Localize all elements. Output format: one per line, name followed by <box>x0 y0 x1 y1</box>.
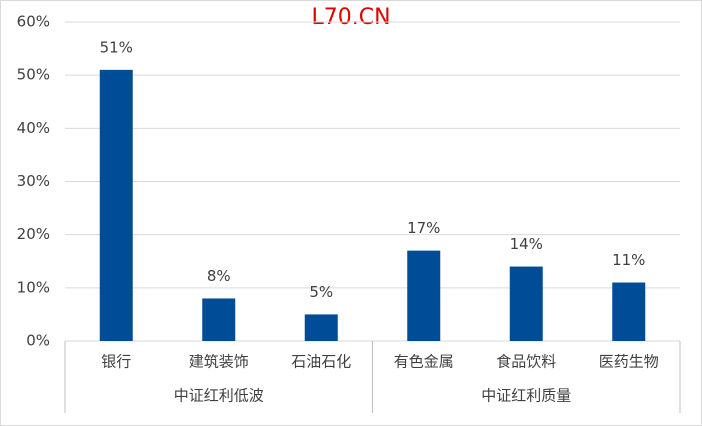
y-tick-label: 30% <box>17 172 50 190</box>
data-label: 14% <box>510 235 543 253</box>
data-label: 8% <box>207 267 231 285</box>
y-tick-label: 40% <box>17 119 50 137</box>
bar <box>99 69 133 341</box>
y-tick-label: 50% <box>17 66 50 84</box>
x-tick-label: 有色金属 <box>394 353 454 371</box>
x-tick-label: 食品饮料 <box>496 353 556 371</box>
bar <box>304 314 338 341</box>
data-label: 17% <box>407 219 440 237</box>
group-label: 中证红利质量 <box>481 387 571 405</box>
bar <box>612 282 646 341</box>
x-tick-label: 建筑装饰 <box>189 353 249 371</box>
watermark: L70.CN <box>311 5 390 30</box>
x-tick-label: 医药生物 <box>599 353 659 371</box>
data-label: 51% <box>100 38 133 56</box>
bar <box>202 298 236 341</box>
y-tick-label: 60% <box>17 13 50 31</box>
y-tick-label: 20% <box>17 225 50 243</box>
y-tick-label: 10% <box>17 278 50 296</box>
group-label: 中证红利低波 <box>174 387 264 405</box>
bar <box>407 250 441 341</box>
data-label: 11% <box>612 251 645 269</box>
x-tick-label: 石油石化 <box>291 353 351 371</box>
data-label: 5% <box>309 283 333 301</box>
x-tick-label: 银行 <box>101 353 131 371</box>
bar <box>509 266 543 341</box>
y-tick-label: 0% <box>26 332 50 350</box>
